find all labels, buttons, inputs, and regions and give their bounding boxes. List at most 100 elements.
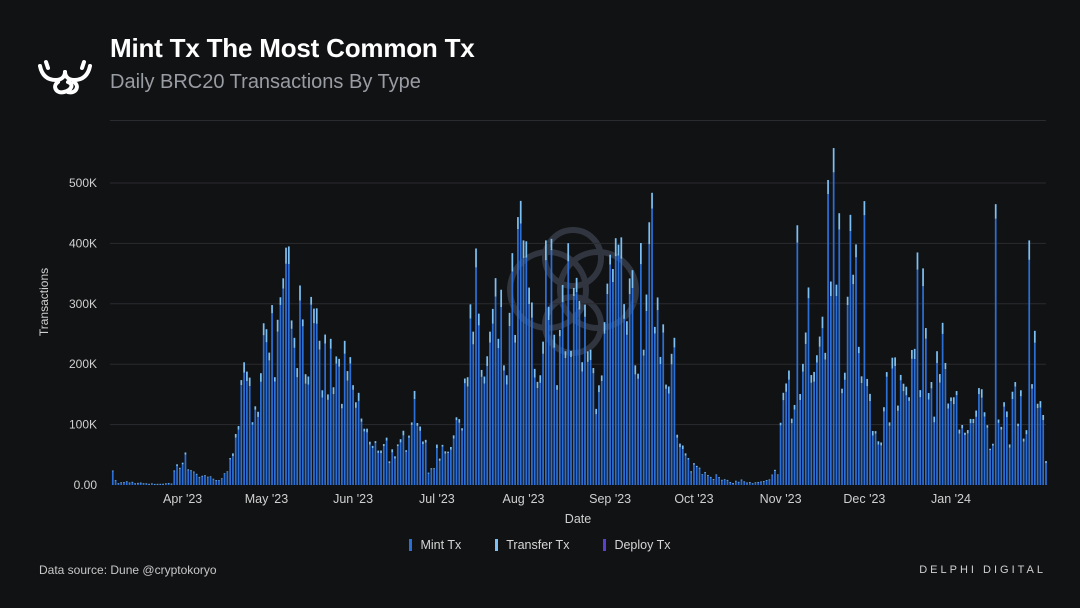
bar-transfer [184,452,187,455]
bar-transfer [1045,461,1047,464]
bar-mint [545,260,547,485]
bar-mint [176,466,178,485]
bar-mint [497,348,500,485]
legend-item-mint[interactable]: Mint Tx [409,538,461,552]
bar-transfer [821,316,824,329]
bar-mint [913,359,916,485]
legend-item-transfer[interactable]: Transfer Tx [495,538,569,552]
bar-transfer [637,373,639,379]
bar-transfer [885,372,888,377]
chart-title: Mint Tx The Most Common Tx [110,33,475,63]
bar-transfer [754,482,757,483]
bar-mint [626,334,628,485]
bar-mint [955,395,958,485]
bar-mint [240,385,243,485]
bar-mint [796,242,799,485]
bar-mint [187,470,190,485]
bar-transfer [475,248,477,268]
bar-transfer [307,376,310,385]
bar-mint [584,316,586,485]
bar-mint [469,318,472,485]
bar-transfer [802,363,804,372]
bar-mint [343,353,346,485]
bar-transfer [265,329,268,343]
bar-mint [754,482,757,485]
bar-transfer [816,355,818,363]
bar-mint [866,386,869,485]
bar-mint [849,231,852,485]
bar-transfer [209,476,212,478]
bar-mint [382,446,385,485]
bar-transfer [980,389,983,398]
bar-transfer [176,464,178,467]
bar-mint [640,264,642,485]
bar-mint [371,448,374,485]
bar-mint [972,423,975,485]
legend-item-deploy[interactable]: Deploy Tx [603,538,671,552]
bar-transfer [525,241,528,258]
bar-transfer [433,468,435,470]
bar-transfer [547,306,550,321]
bar-transfer [930,382,933,389]
bar-transfer [880,442,883,446]
bar-transfer [167,482,170,484]
bar-transfer [966,430,969,434]
bar-transfer [450,446,452,450]
bar-transfer [665,384,667,389]
bar-mint [251,424,254,485]
bar-transfer [111,470,114,472]
bar-mint [285,263,287,485]
bar-transfer [944,362,947,370]
bar-transfer [776,474,779,476]
bar-mint [930,388,933,485]
bar-transfer [310,296,313,305]
bar-transfer [1006,411,1008,418]
bar-mint [564,358,567,485]
bar-transfer [634,365,637,375]
bar-mint [983,416,986,485]
bar-mint [346,380,349,485]
bar-transfer [519,200,522,224]
bar-mint [863,215,866,485]
bar-mint [368,444,371,485]
bar-mint [687,459,690,485]
bar-mint [888,425,891,485]
bar-transfer [701,474,704,475]
y-tick-label: 500K [69,176,97,190]
bar-mint [857,353,860,485]
bar-transfer [863,201,866,216]
bar-transfer [422,441,424,445]
bar-transfer [142,483,145,484]
bar-transfer [883,407,885,412]
bar-mint [992,445,994,485]
bar-transfer [469,304,472,319]
bar-mint [941,333,944,485]
bar-mint [841,393,843,485]
bar-mint [413,399,416,485]
bar-mint [589,360,592,485]
bar-mint [117,483,120,485]
bar-transfer [667,386,670,394]
bar-transfer [377,450,380,453]
bar-transfer [829,281,832,297]
bar-mint [567,261,570,485]
bar-transfer [1014,382,1017,387]
bar-mint [737,482,740,485]
bar-transfer [807,287,810,299]
bar-mint [885,376,888,485]
bar-mint [877,444,880,485]
bar-transfer [1031,384,1033,389]
bar-mint [466,386,469,485]
bar-transfer [452,435,455,439]
bar-mint [824,359,827,485]
bar-transfer [841,388,843,394]
bar-mint [276,331,279,485]
bar-mint [503,370,505,485]
bar-transfer [125,481,128,482]
bar-mint [852,284,855,485]
bar-mint [444,453,447,485]
bar-mint [1042,419,1045,485]
bar-transfer [832,148,835,173]
bar-transfer [779,422,782,426]
bar-mint [531,317,533,485]
